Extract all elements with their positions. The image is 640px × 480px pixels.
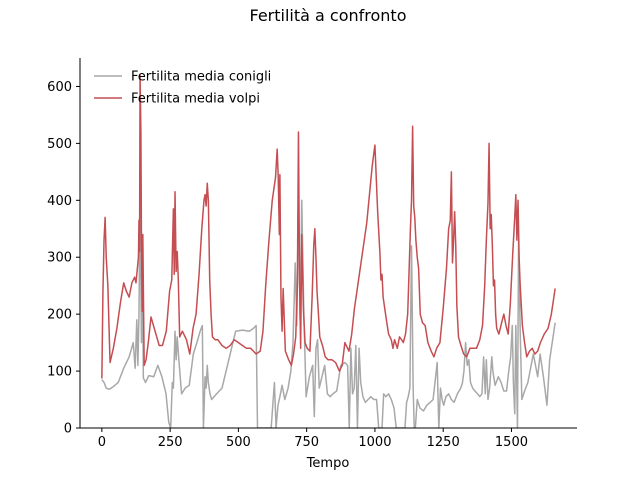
x-ticks: 0 250 500 750 1000 1250 1500 [98,428,528,450]
y-tick-label: 500 [47,137,72,152]
x-tick-label: 1250 [427,435,460,450]
x-axis-label: Tempo [306,456,350,471]
x-tick-label: 1500 [495,435,528,450]
y-tick-label: 400 [47,194,72,209]
y-tick-label: 100 [47,365,72,380]
x-tick-label: 500 [226,435,251,450]
y-tick-label: 600 [47,80,72,95]
x-tick-label: 750 [294,435,319,450]
series-line-conigli [101,191,556,428]
x-tick-label: 0 [98,435,106,450]
y-tick-label: 200 [47,308,72,323]
legend-label: Fertilita media volpi [131,92,260,107]
x-tick-label: 1000 [358,435,391,450]
x-tick-label: 250 [158,435,183,450]
series-layer [101,74,556,428]
series-line-volpi [101,74,556,379]
y-ticks: 0 100 200 300 400 500 600 [47,80,80,437]
plot-area [101,74,556,428]
legend: Fertilita media conigli Fertilita media v… [94,70,271,107]
y-tick-label: 300 [47,251,72,266]
legend-label: Fertilita media conigli [131,70,271,85]
y-tick-label: 0 [64,422,72,437]
chart-title: Fertilità a confronto [250,6,407,25]
